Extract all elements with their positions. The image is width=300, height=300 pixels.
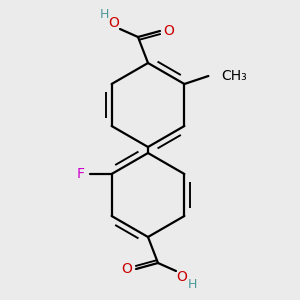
Text: H: H — [99, 8, 109, 22]
Text: O: O — [177, 270, 188, 284]
Text: O: O — [109, 16, 119, 30]
Text: O: O — [164, 24, 174, 38]
Text: O: O — [122, 262, 132, 276]
Text: F: F — [76, 167, 85, 181]
Text: CH₃: CH₃ — [221, 69, 247, 83]
Text: H: H — [187, 278, 197, 292]
